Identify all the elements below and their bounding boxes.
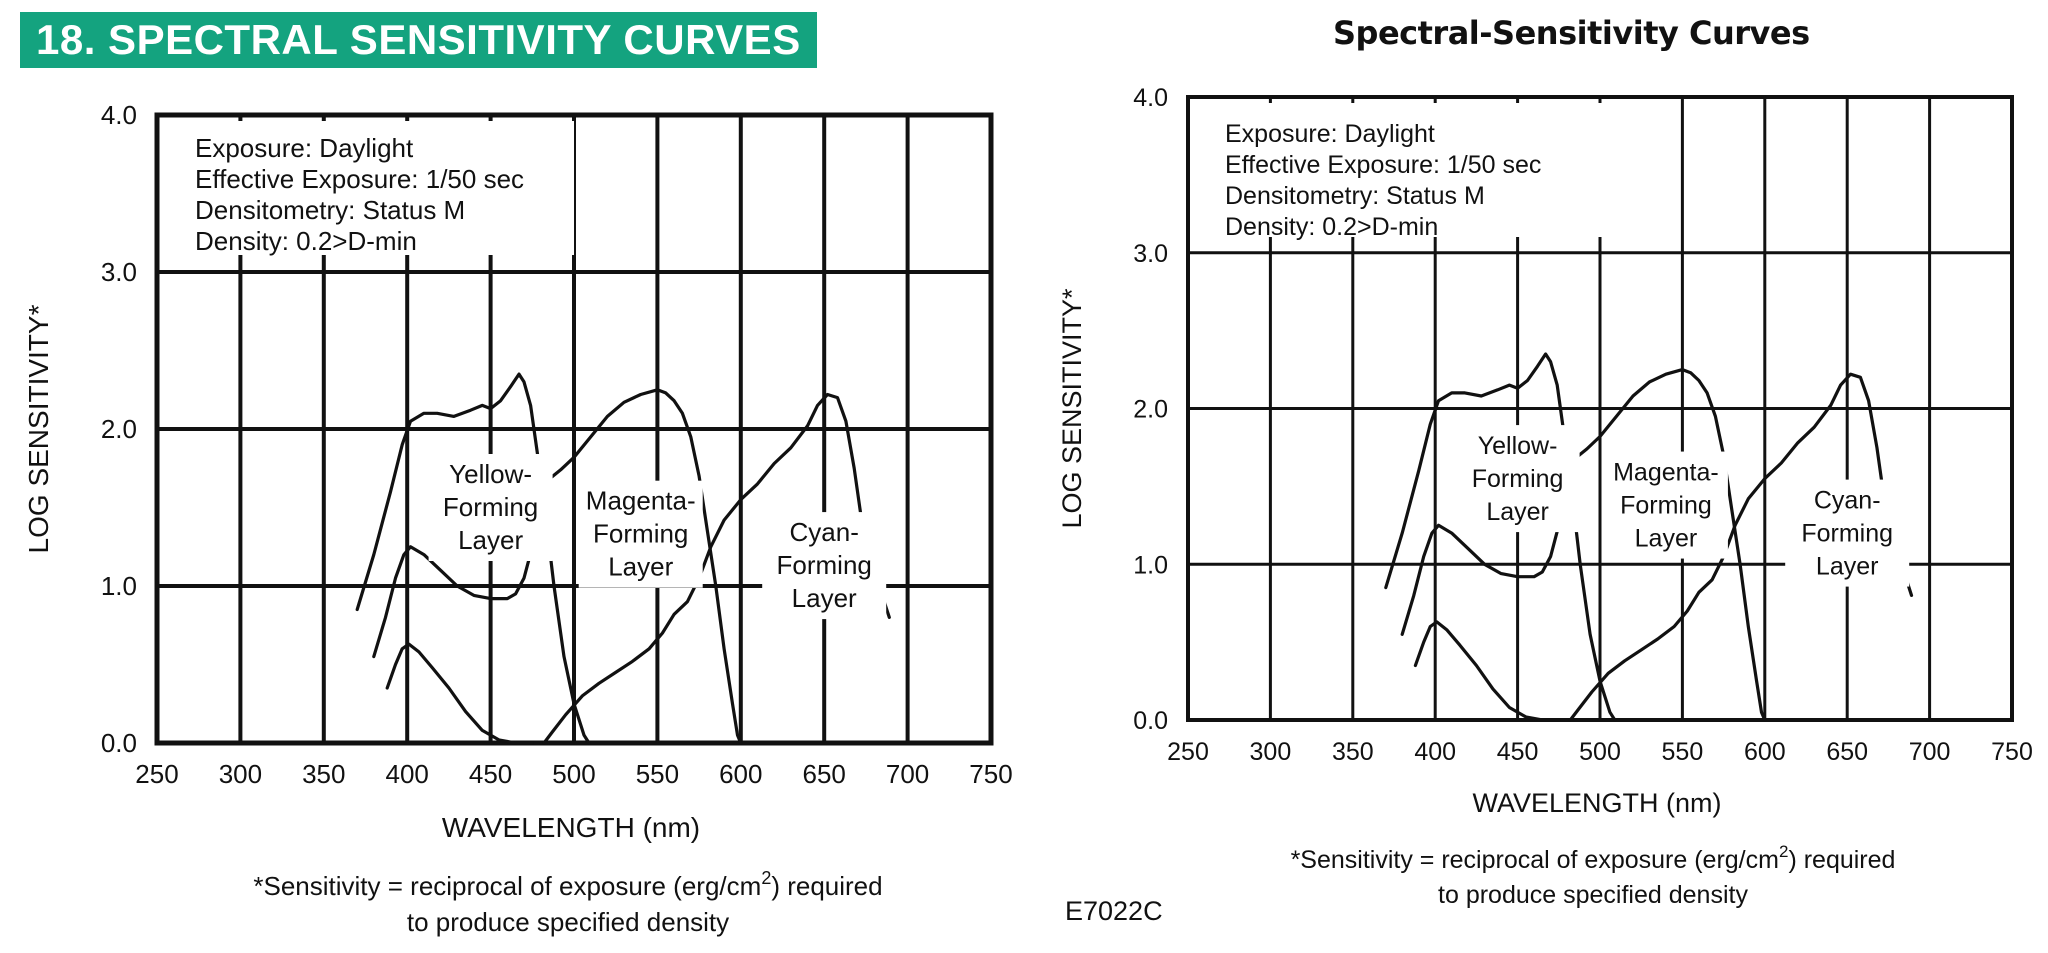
section-heading: 18. SPECTRAL SENSITIVITY CURVES (20, 12, 817, 68)
series-label: Layer (458, 525, 523, 555)
x-axis-label: WAVELENGTH (nm) (1472, 788, 1721, 818)
annotation-line: Densitometry: Status M (1225, 182, 1485, 210)
series-label: Forming (1620, 492, 1712, 520)
series-curve-1-3 (385, 642, 534, 745)
figure-code: E7022C (1065, 896, 1163, 926)
annotation-background (1200, 103, 1605, 237)
annotation-line: Densitometry: Status M (195, 195, 465, 225)
y-tick-label: 3.0 (101, 257, 137, 287)
y-tick-label: 0.0 (1133, 707, 1168, 735)
series-label: Layer (1486, 498, 1549, 526)
y-tick-label: 4.0 (1133, 84, 1168, 112)
y-tick-label: 4.0 (101, 100, 137, 130)
y-axis-label: LOG SENSITIVITY* (23, 304, 54, 553)
footnote-line-2: to produce specified density (1438, 881, 1748, 909)
series-label-background (1785, 479, 1910, 587)
series-label: Yellow- (449, 459, 532, 489)
x-tick-label: 250 (1167, 738, 1209, 766)
x-tick-label: 600 (719, 759, 762, 789)
series-curve-1-3 (1413, 620, 1561, 722)
series-label-background (1455, 425, 1580, 533)
x-tick-label: 550 (1662, 738, 1704, 766)
series-curve-1-2 (1400, 456, 1577, 636)
chart-2: Exposure: Daylight Effective Exposure: 1/… (1057, 84, 2033, 909)
x-tick-label: 450 (469, 759, 512, 789)
x-tick-label: 300 (219, 759, 262, 789)
x-tick-label: 350 (1332, 738, 1374, 766)
x-tick-label: 550 (636, 759, 679, 789)
series-label: Forming (593, 519, 688, 549)
annotation-line: Effective Exposure: 1/50 sec (195, 164, 524, 194)
series-label: Cyan- (790, 517, 859, 547)
x-axis-label: WAVELENGTH (nm) (442, 812, 700, 843)
series-label: Layer (792, 583, 857, 613)
series-label: Layer (1635, 525, 1698, 553)
x-tick-label: 750 (969, 759, 1012, 789)
y-tick-label: 3.0 (1133, 240, 1168, 268)
series-label: Forming (777, 550, 872, 580)
series-curve-2-1 (1568, 372, 1914, 722)
annotation-line: Density: 0.2>D-min (195, 226, 417, 256)
x-tick-label: 250 (135, 759, 178, 789)
series-label: Cyan- (1814, 487, 1881, 515)
annotation-line: Effective Exposure: 1/50 sec (1225, 151, 1541, 179)
series-label-background (428, 454, 553, 561)
series-label: Layer (1816, 553, 1879, 581)
annotation-background (169, 121, 574, 255)
x-tick-label: 700 (1909, 738, 1951, 766)
y-tick-label: 1.0 (1133, 551, 1168, 579)
x-tick-label: 500 (552, 759, 595, 789)
plot-frame (1186, 95, 2014, 722)
x-tick-label: 500 (1579, 738, 1621, 766)
series-curve-1-1 (355, 372, 591, 745)
series-label: Forming (443, 492, 538, 522)
series-label-background (578, 480, 703, 588)
x-tick-label: 750 (1991, 738, 2033, 766)
y-tick-label: 0.0 (101, 728, 137, 758)
figure-title: Spectral-Sensitivity Curves (1333, 14, 1810, 52)
annotation-line: Density: 0.2>D-min (1225, 213, 1438, 241)
x-tick-label: 650 (803, 759, 846, 789)
y-tick-label: 2.0 (101, 414, 137, 444)
y-axis-label: LOG SENSITIVITY* (1057, 288, 1087, 529)
y-tick-label: 1.0 (101, 571, 137, 601)
x-tick-label: 400 (386, 759, 429, 789)
x-tick-label: 300 (1250, 738, 1292, 766)
series-label: Forming (1472, 465, 1564, 493)
plot-frame (154, 112, 994, 746)
x-tick-label: 450 (1497, 738, 1539, 766)
series-label: Forming (1801, 520, 1893, 548)
footnote-line-2: to produce specified density (407, 907, 729, 937)
x-tick-label: 350 (302, 759, 345, 789)
y-tick-label: 2.0 (1133, 396, 1168, 424)
series-label: Magenta- (1613, 459, 1719, 487)
footnote-line-1: *Sensitivity = reciprocal of exposure (e… (1291, 842, 1896, 874)
x-tick-label: 600 (1744, 738, 1786, 766)
series-label-background (762, 512, 887, 620)
annotation-line: Exposure: Daylight (195, 133, 414, 163)
x-tick-label: 650 (1826, 738, 1868, 766)
series-label-background (1603, 451, 1728, 559)
series-curve-2-2 (1573, 368, 1767, 722)
x-tick-label: 700 (886, 759, 929, 789)
x-tick-label: 400 (1414, 738, 1456, 766)
series-curve-1-1 (1384, 352, 1617, 722)
footnote-line-1: *Sensitivity = reciprocal of exposure (e… (253, 868, 882, 901)
series-label: Magenta- (586, 486, 696, 516)
series-label: Yellow- (1478, 432, 1558, 460)
series-curve-2-2 (547, 388, 743, 745)
series-curve-1-2 (372, 477, 551, 659)
series-label: Layer (608, 552, 673, 582)
series-curve-2-1 (542, 392, 891, 745)
annotation-line: Exposure: Daylight (1225, 120, 1435, 148)
